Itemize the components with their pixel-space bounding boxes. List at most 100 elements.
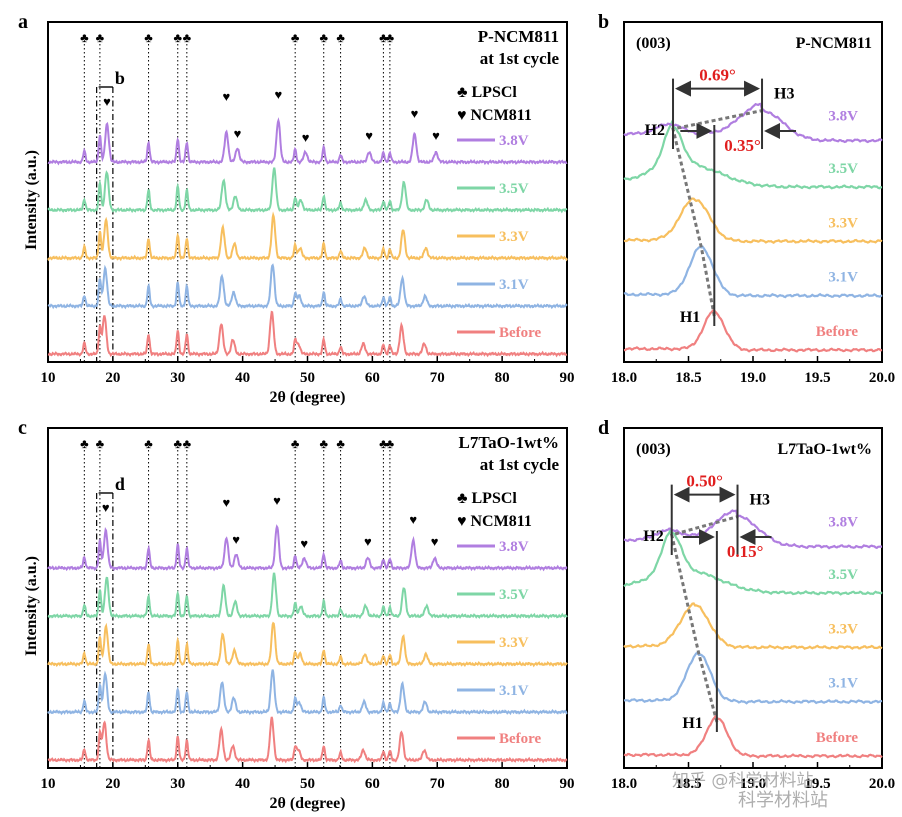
- series-label-3.3V: 3.3V: [828, 215, 858, 231]
- ncm-marker: ♥: [300, 536, 308, 551]
- panel-subtitle: at 1st cycle: [480, 49, 560, 68]
- plot-frame-c: [47, 427, 568, 769]
- h1-label: H1: [680, 309, 700, 326]
- h1-label: H1: [682, 715, 702, 732]
- x-axis-label: 2θ (degree): [269, 795, 345, 812]
- panel-title: P-NCM811: [796, 35, 872, 52]
- series-label-Before: Before: [499, 731, 542, 747]
- series-label-3.3V: 3.3V: [828, 621, 858, 637]
- lpscl-marker: ♣: [173, 436, 182, 451]
- series-label-3.5V: 3.5V: [499, 181, 529, 197]
- ncm-marker: ♥: [411, 106, 419, 121]
- x-tick-label: 19.5: [804, 776, 830, 792]
- x-tick-label: 10: [41, 776, 56, 792]
- lpscl-marker: ♣: [80, 436, 89, 451]
- watermark-line-2: 科学材料站: [738, 790, 828, 811]
- zoom-trace-3.3V: [623, 602, 883, 650]
- xrd-trace-3.1V: [47, 263, 568, 310]
- x-tick-label: 70: [430, 776, 445, 792]
- h3-label: H3: [750, 492, 770, 509]
- lpscl-marker: ♣: [183, 436, 192, 451]
- x-tick-label: 20: [105, 370, 120, 386]
- x-tick-label: 18.0: [611, 370, 637, 386]
- zoom-trace-3.8V: [623, 509, 882, 550]
- panel-b: 18.0 18.5 19.0 19.5 20.0 Before 3.1V 3.3V 3.5V 3.…: [598, 11, 895, 386]
- lpscl-marker: ♣: [379, 30, 388, 45]
- series-label-3.5V: 3.5V: [828, 161, 858, 177]
- series-label-3.3V: 3.3V: [499, 635, 529, 651]
- x-tick-label: 60: [365, 370, 380, 386]
- x-tick-label: 18.5: [675, 776, 701, 792]
- panel-subtitle: at 1st cycle: [480, 455, 560, 474]
- x-tick-label: 60: [365, 776, 380, 792]
- x-tick-label: 20: [105, 776, 120, 792]
- panel-title: L7TaO-1wt%: [459, 433, 559, 452]
- lpscl-marker: ♣: [291, 30, 300, 45]
- lpscl-marker: ♣: [144, 30, 153, 45]
- panel-title: L7TaO-1wt%: [777, 441, 872, 458]
- lpscl-marker: ♣: [291, 436, 300, 451]
- series-label-3.8V: 3.8V: [499, 133, 529, 149]
- zoom-trace-3.1V: [623, 245, 883, 299]
- h2-label: H2: [645, 122, 665, 139]
- zoom-trace-3.1V: [623, 651, 883, 705]
- panel-letter: a: [18, 11, 28, 33]
- series-label-3.1V: 3.1V: [499, 277, 529, 293]
- series-label-3.8V: 3.8V: [828, 109, 858, 125]
- h3-label: H3: [774, 86, 794, 103]
- x-tick-label: 20.0: [869, 370, 895, 386]
- legend-ncm: ♥ NCM811: [457, 107, 532, 124]
- legend-lpscl: ♣ LPSCl: [457, 490, 517, 507]
- ncm-marker: ♥: [409, 512, 417, 527]
- series-label-Before: Before: [816, 730, 859, 746]
- lpscl-marker: ♣: [386, 436, 395, 451]
- series-label-3.5V: 3.5V: [828, 567, 858, 583]
- zoom-trace-3.8V: [623, 102, 883, 144]
- xrd-trace-3.8V: [47, 117, 568, 166]
- x-tick-label: 19.0: [740, 776, 766, 792]
- zoom-trace-3.3V: [623, 197, 883, 245]
- x-tick-label: 30: [170, 370, 185, 386]
- ncm-marker: ♥: [432, 128, 440, 143]
- lpscl-marker: ♣: [96, 30, 105, 45]
- peak-shift-guide: [669, 515, 738, 723]
- small-shift-label: 0.35°: [724, 136, 761, 155]
- x-tick-label: 18.5: [675, 370, 701, 386]
- lpscl-marker: ♣: [144, 436, 153, 451]
- series-label-Before: Before: [499, 325, 542, 341]
- series-label-3.8V: 3.8V: [499, 539, 529, 555]
- x-tick-label: 19.0: [740, 370, 766, 386]
- ncm-marker: ♥: [302, 130, 310, 145]
- xrd-trace-3.3V: [47, 211, 568, 262]
- panel-d: 18.0 18.5 19.0 19.5 20.0 Before 3.1V 3.3V 3.5V 3.…: [598, 417, 895, 792]
- x-tick-label: 18.0: [611, 776, 637, 792]
- lpscl-marker: ♣: [173, 30, 182, 45]
- panel-title: P-NCM811: [478, 27, 559, 46]
- plot-frame-a: [47, 21, 568, 363]
- lpscl-marker: ♣: [386, 30, 395, 45]
- ncm-marker: ♥: [431, 534, 439, 549]
- zoom-window-label: d: [115, 474, 125, 494]
- x-tick-label: 80: [495, 776, 510, 792]
- zoom-trace-3.5V: [623, 527, 883, 596]
- series-label-3.8V: 3.8V: [828, 515, 858, 531]
- xrd-trace-3.1V: [47, 669, 568, 716]
- panel-letter: c: [18, 417, 27, 439]
- lpscl-marker: ♣: [319, 436, 328, 451]
- lpscl-marker: ♣: [80, 30, 89, 45]
- ncm-marker: ♥: [274, 87, 282, 102]
- plot-frame-d: [623, 427, 883, 769]
- plot-frame-b: [623, 21, 883, 363]
- x-tick-label: 80: [495, 370, 510, 386]
- zoom-trace-3.5V: [623, 119, 883, 190]
- ncm-marker: ♥: [102, 500, 110, 515]
- lpscl-marker: ♣: [96, 436, 105, 451]
- x-tick-label: 40: [235, 776, 250, 792]
- x-tick-label: 40: [235, 370, 250, 386]
- ncm-marker: ♥: [364, 534, 372, 549]
- x-tick-label: 50: [300, 776, 315, 792]
- series-label-3.1V: 3.1V: [828, 270, 858, 286]
- zoom-trace-Before: [623, 714, 883, 759]
- x-tick-label: 20.0: [869, 776, 895, 792]
